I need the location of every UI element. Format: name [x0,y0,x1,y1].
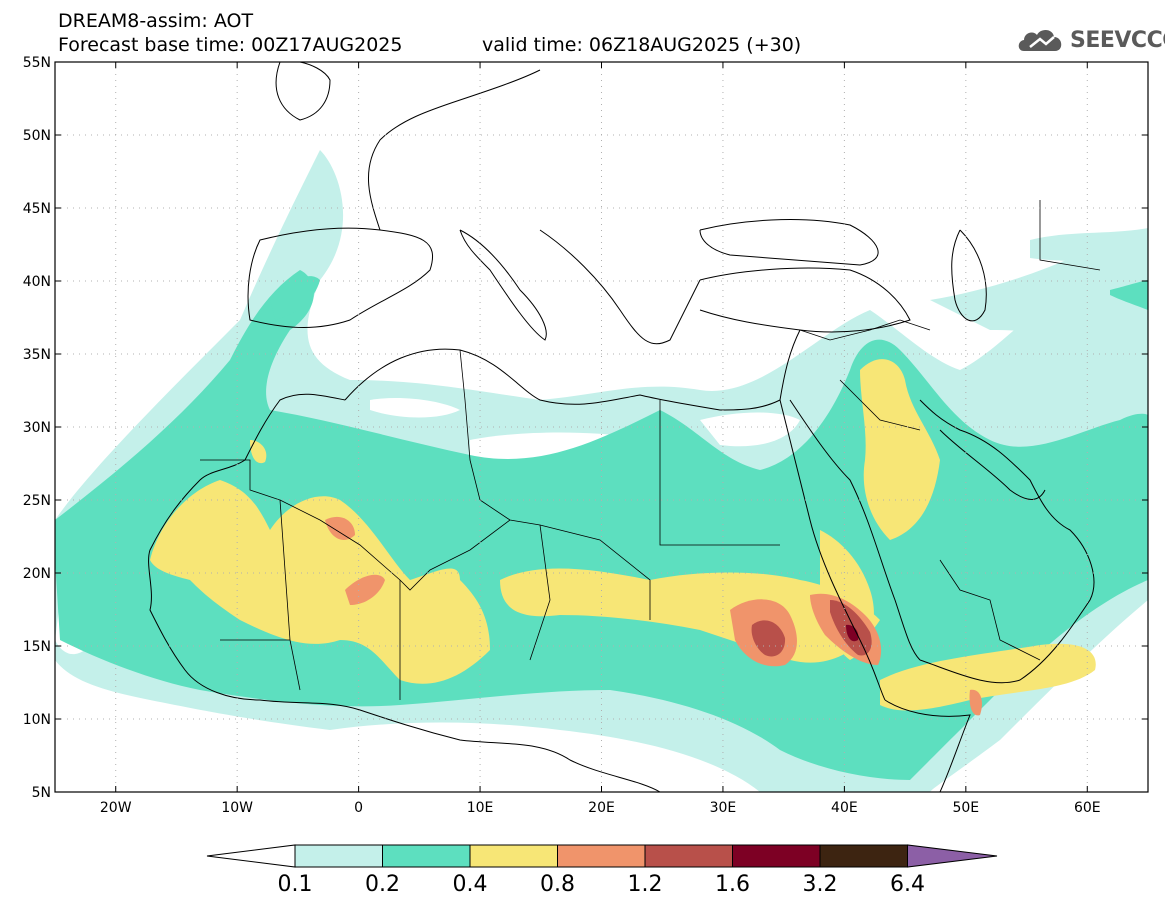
x-axis-ticks: 20W 10W 0 10E 20E 30E 40E 50E 60E [100,62,1101,816]
colorbar-swatch [819,844,908,868]
x-tick-label: 50E [952,800,979,816]
coastlines [148,62,1095,792]
aot-band-1.2 [751,620,786,657]
colorbar-label: 0.1 [278,872,313,897]
cloud-logo-icon [1018,29,1062,51]
colorbar-label: 3.2 [803,872,838,897]
colorbar-over-arrow [907,844,998,868]
y-tick-label: 15N [23,639,51,655]
colorbar-label: 0.8 [540,872,575,897]
y-tick-label: 45N [23,201,51,217]
aot-band-0.8 [325,516,355,540]
grid-lines [55,62,1148,792]
y-tick-label: 20N [23,566,51,582]
y-tick-label: 5N [32,785,51,801]
x-tick-label: 60E [1074,800,1101,816]
y-tick-label: 40N [23,274,51,290]
aot-band-1.6 [846,624,859,642]
colorbar-swatch [469,844,558,868]
valid-time: valid time: 06Z18AUG2025 (+30) [482,34,802,56]
colorbar-label: 0.2 [365,872,400,897]
colorbar-swatch [557,844,646,868]
y-tick-label: 30N [23,420,51,436]
colorbar-under-arrow [206,844,296,868]
x-tick-label: 0 [354,800,363,816]
y-tick-label: 55N [23,55,51,71]
x-tick-label: 20W [100,800,132,816]
colorbar-label: 6.4 [890,872,925,897]
colorbar: 0.1 0.2 0.4 0.8 1.2 1.6 3.2 6.4 [206,844,998,897]
colorbar-label: 1.2 [628,872,663,897]
x-tick-label: 20E [588,800,615,816]
x-tick-label: 30E [710,800,737,816]
colorbar-swatch [294,844,383,868]
aot-band-0.4 [150,480,490,684]
y-tick-label: 25N [23,493,51,509]
y-tick-label: 35N [23,347,51,363]
forecast-base-time: Forecast base time: 00Z17AUG2025 [58,34,403,56]
x-tick-label: 10W [221,800,253,816]
colorbar-swatch [644,844,733,868]
country-borders [200,200,1101,700]
y-tick-label: 50N [23,128,51,144]
seevccc-logo: SEEVCCC [1016,22,1165,58]
x-tick-label: 40E [831,800,858,816]
colorbar-swatch [732,844,821,868]
y-tick-label: 10N [23,712,51,728]
colorbar-swatch [382,844,471,868]
colorbar-label: 0.4 [453,872,488,897]
y-axis-ticks: 5N 10N 15N 20N 25N 30N 35N 40N 45N 50N 55N [23,55,1148,801]
x-tick-label: 10E [467,800,494,816]
map-title: DREAM8-assim: AOT [58,10,254,32]
colorbar-label: 1.6 [715,872,750,897]
logo-text: SEEVCCC [1070,27,1165,53]
